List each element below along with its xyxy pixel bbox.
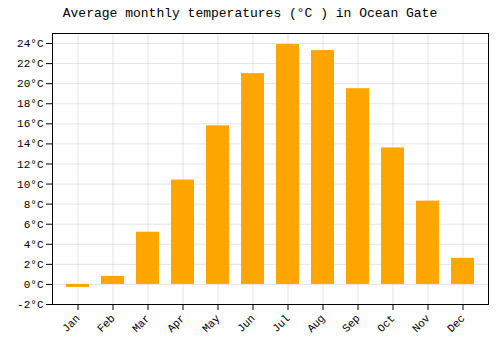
svg-text:0°C: 0°C <box>24 279 44 291</box>
svg-text:12°C: 12°C <box>17 159 44 171</box>
svg-text:10°C: 10°C <box>17 179 44 191</box>
svg-text:6°C: 6°C <box>24 219 44 231</box>
svg-text:Sep: Sep <box>340 312 362 334</box>
svg-text:16°C: 16°C <box>17 118 44 130</box>
svg-text:Apr: Apr <box>165 312 187 334</box>
svg-text:20°C: 20°C <box>17 78 44 90</box>
svg-text:Oct: Oct <box>375 312 397 334</box>
svg-text:18°C: 18°C <box>17 98 44 110</box>
svg-text:4°C: 4°C <box>24 239 44 251</box>
svg-text:22°C: 22°C <box>17 58 44 70</box>
svg-text:Mar: Mar <box>130 312 152 334</box>
svg-text:Jul: Jul <box>270 312 292 334</box>
svg-text:Jan: Jan <box>60 312 82 334</box>
svg-text:Nov: Nov <box>410 312 433 335</box>
svg-text:2°C: 2°C <box>24 259 44 271</box>
svg-text:14°C: 14°C <box>17 138 44 150</box>
svg-text:Aug: Aug <box>305 312 327 334</box>
svg-text:May: May <box>200 312 223 335</box>
svg-text:Jun: Jun <box>235 312 257 334</box>
svg-text:Dec: Dec <box>445 312 467 334</box>
html-text:Average monthly temperatures (: Average monthly temperatures (°C ) in Oc… <box>62 6 438 21</box>
svg-text:Feb: Feb <box>95 312 117 334</box>
svg-text:24°C: 24°C <box>17 38 44 50</box>
svg-text:-2°C: -2°C <box>17 299 44 311</box>
svg-text:8°C: 8°C <box>24 199 44 211</box>
